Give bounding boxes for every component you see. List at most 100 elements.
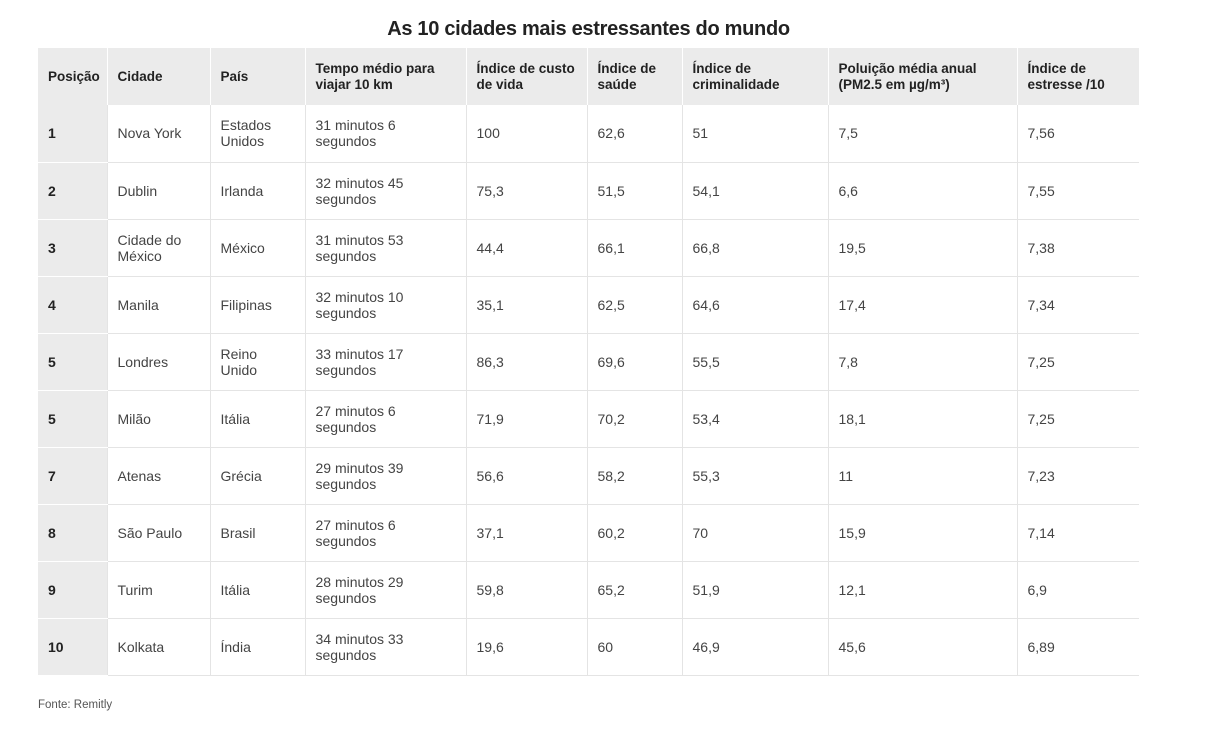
cell-health: 60 (587, 618, 683, 676)
column-header-cost-of-living: Índice de custo de vida (466, 48, 588, 105)
table-row: 2 Dublin Irlanda 32 minutos 45 segundos 75,3… (38, 162, 1139, 220)
cell-stress: 7,38 (1017, 219, 1139, 277)
cell-position: 3 (38, 219, 108, 277)
table-title: As 10 cidades mais estressantes do mundo (387, 18, 790, 40)
cell-cost-of-living: 100 (466, 105, 588, 163)
cell-pollution: 19,5 (828, 219, 1018, 277)
cell-crime: 53,4 (682, 390, 829, 448)
cell-travel-time: 27 minutos 6 segundos (305, 504, 467, 562)
column-header-crime: Índice de criminalidade (682, 48, 829, 105)
cell-country: Estados Unidos (210, 105, 306, 163)
cell-country: Filipinas (210, 276, 306, 334)
cell-cost-of-living: 35,1 (466, 276, 588, 334)
cell-travel-time: 34 minutos 33 segundos (305, 618, 467, 676)
cell-country: Irlanda (210, 162, 306, 220)
cell-travel-time: 32 minutos 45 segundos (305, 162, 467, 220)
cell-city: Turim (107, 561, 211, 619)
cell-city: Cidade do México (107, 219, 211, 277)
cell-stress: 7,25 (1017, 333, 1139, 391)
cell-city: Milão (107, 390, 211, 448)
cell-health: 66,1 (587, 219, 683, 277)
cell-position: 7 (38, 447, 108, 505)
cell-travel-time: 29 minutos 39 segundos (305, 447, 467, 505)
cell-country: Itália (210, 561, 306, 619)
cell-city: São Paulo (107, 504, 211, 562)
cell-health: 62,5 (587, 276, 683, 334)
cities-table: Posição Cidade País Tempo médio para viajar… (38, 48, 1139, 676)
cell-stress: 7,34 (1017, 276, 1139, 334)
table-row: 4 Manila Filipinas 32 minutos 10 segundos 35… (38, 276, 1139, 334)
cell-stress: 6,9 (1017, 561, 1139, 619)
cell-stress: 7,23 (1017, 447, 1139, 505)
cell-pollution: 45,6 (828, 618, 1018, 676)
cell-travel-time: 32 minutos 10 segundos (305, 276, 467, 334)
cell-city: Manila (107, 276, 211, 334)
cell-country: Índia (210, 618, 306, 676)
cell-crime: 55,3 (682, 447, 829, 505)
column-header-travel-time: Tempo médio para viajar 10 km (305, 48, 467, 105)
cell-pollution: 18,1 (828, 390, 1018, 448)
cell-crime: 55,5 (682, 333, 829, 391)
column-header-health: Índice de saúde (587, 48, 683, 105)
column-header-position: Posição (38, 48, 108, 105)
cell-pollution: 6,6 (828, 162, 1018, 220)
cell-crime: 64,6 (682, 276, 829, 334)
table-row: 1 Nova York Estados Unidos 31 minutos 6 seg… (38, 105, 1139, 163)
cell-pollution: 15,9 (828, 504, 1018, 562)
cell-health: 69,6 (587, 333, 683, 391)
table-row: 5 Milão Itália 27 minutos 6 segundos 71,9 70,… (38, 390, 1139, 448)
cell-cost-of-living: 75,3 (466, 162, 588, 220)
cell-position: 1 (38, 105, 108, 163)
source-note: Fonte: Remitly (38, 699, 113, 711)
cell-city: Dublin (107, 162, 211, 220)
cell-country: Reino Unido (210, 333, 306, 391)
table-body: 1 Nova York Estados Unidos 31 minutos 6 seg… (38, 105, 1139, 676)
cell-stress: 7,55 (1017, 162, 1139, 220)
cell-health: 65,2 (587, 561, 683, 619)
cell-crime: 51,9 (682, 561, 829, 619)
cell-crime: 70 (682, 504, 829, 562)
cell-position: 2 (38, 162, 108, 220)
cell-country: México (210, 219, 306, 277)
table-row: 9 Turim Itália 28 minutos 29 segundos 59,8 65… (38, 561, 1139, 619)
table-row: 3 Cidade do México México 31 minutos 53 seg… (38, 219, 1139, 277)
cell-pollution: 17,4 (828, 276, 1018, 334)
cell-position: 4 (38, 276, 108, 334)
cell-position: 10 (38, 618, 108, 676)
cell-country: Brasil (210, 504, 306, 562)
cell-health: 60,2 (587, 504, 683, 562)
cell-position: 5 (38, 333, 108, 391)
cell-country: Itália (210, 390, 306, 448)
table-row: 8 São Paulo Brasil 27 minutos 6 segundos 37,… (38, 504, 1139, 562)
cell-cost-of-living: 44,4 (466, 219, 588, 277)
cell-cost-of-living: 59,8 (466, 561, 588, 619)
cell-city: Londres (107, 333, 211, 391)
cell-cost-of-living: 37,1 (466, 504, 588, 562)
cell-city: Atenas (107, 447, 211, 505)
column-header-country: País (210, 48, 306, 105)
cell-health: 51,5 (587, 162, 683, 220)
cell-pollution: 12,1 (828, 561, 1018, 619)
cell-cost-of-living: 56,6 (466, 447, 588, 505)
column-header-pollution: Poluição média anual (PM2.5 em µg/m³) (828, 48, 1018, 105)
cell-city: Kolkata (107, 618, 211, 676)
cell-travel-time: 31 minutos 6 segundos (305, 105, 467, 163)
table-row: 5 Londres Reino Unido 33 minutos 17 segundo… (38, 333, 1139, 391)
cell-crime: 51 (682, 105, 829, 163)
table-row: 7 Atenas Grécia 29 minutos 39 segundos 56,6 5… (38, 447, 1139, 505)
column-header-stress: Índice de estresse /10 (1017, 48, 1139, 105)
cell-stress: 7,14 (1017, 504, 1139, 562)
cell-crime: 46,9 (682, 618, 829, 676)
cell-travel-time: 33 minutos 17 segundos (305, 333, 467, 391)
column-header-city: Cidade (107, 48, 211, 105)
cell-health: 58,2 (587, 447, 683, 505)
header-row: Posição Cidade País Tempo médio para viajar… (38, 48, 1139, 105)
cell-position: 9 (38, 561, 108, 619)
cell-travel-time: 27 minutos 6 segundos (305, 390, 467, 448)
cell-stress: 6,89 (1017, 618, 1139, 676)
cell-travel-time: 31 minutos 53 segundos (305, 219, 467, 277)
cell-pollution: 7,5 (828, 105, 1018, 163)
cell-crime: 54,1 (682, 162, 829, 220)
table-row: 10 Kolkata Índia 34 minutos 33 segundos 19,6… (38, 618, 1139, 676)
cell-crime: 66,8 (682, 219, 829, 277)
